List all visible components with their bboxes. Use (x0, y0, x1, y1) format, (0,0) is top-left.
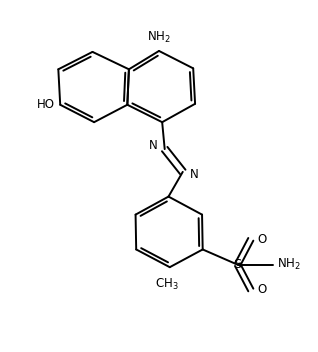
Text: CH$_3$: CH$_3$ (155, 277, 178, 292)
Text: N: N (190, 168, 198, 181)
Text: NH$_2$: NH$_2$ (277, 257, 301, 272)
Text: O: O (258, 283, 267, 296)
Text: S: S (233, 258, 242, 271)
Text: HO: HO (37, 98, 54, 111)
Text: NH$_2$: NH$_2$ (147, 30, 171, 45)
Text: N: N (149, 139, 158, 152)
Text: O: O (258, 233, 267, 246)
